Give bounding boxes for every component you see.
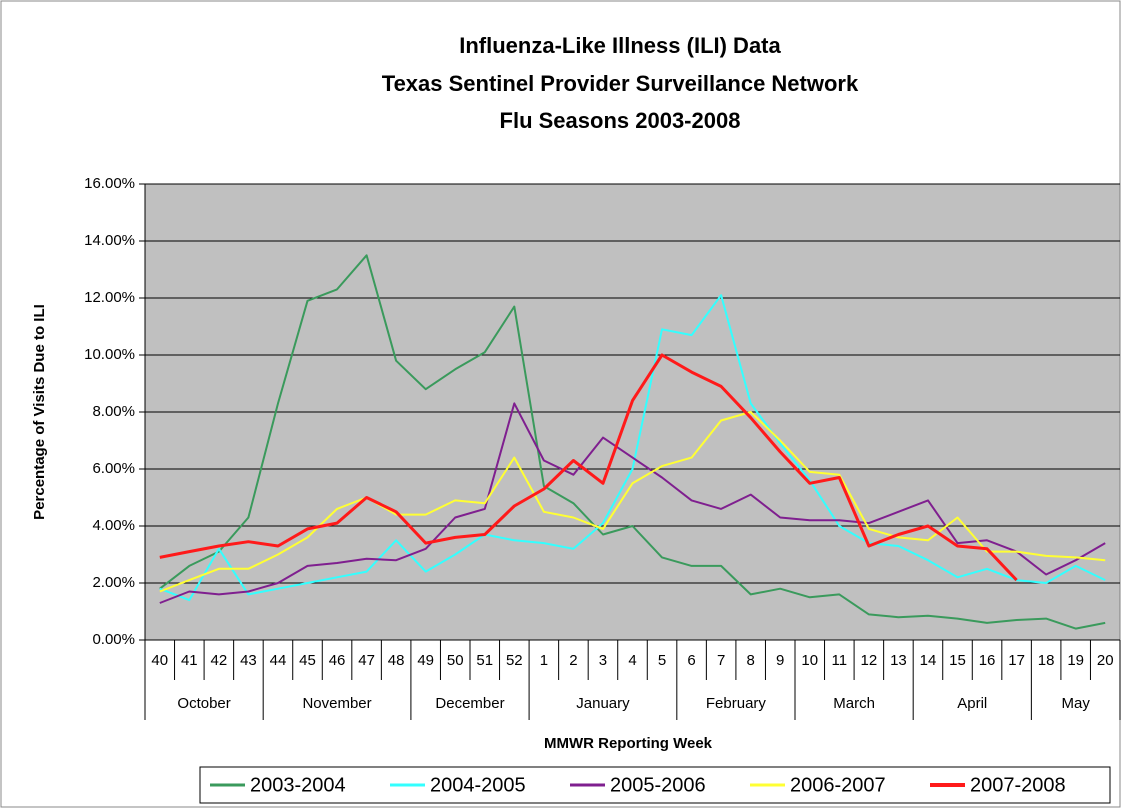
x-tick-label: 13 — [890, 652, 907, 669]
x-tick-label: 5 — [658, 652, 666, 669]
x-axis-title: MMWR Reporting Week — [544, 735, 713, 752]
y-tick-label: 4.00% — [92, 517, 135, 534]
y-tick-label: 10.00% — [84, 346, 135, 363]
series-line — [159, 254, 1106, 630]
y-tick-label: 8.00% — [92, 403, 135, 420]
x-tick-label: 11 — [832, 652, 848, 669]
group-label: May — [1062, 695, 1091, 712]
x-tick-label: 48 — [388, 652, 405, 669]
x-tick-label: 50 — [447, 652, 464, 669]
group-label: February — [706, 695, 767, 712]
x-tick-label: 15 — [949, 652, 966, 669]
x-tick-label: 44 — [270, 652, 287, 669]
x-tick-label: 47 — [358, 652, 375, 669]
x-tick-label: 6 — [687, 652, 695, 669]
y-tick-label: 0.00% — [92, 631, 135, 648]
legend-label: 2003-2004 — [250, 774, 346, 796]
x-tick-label: 42 — [211, 652, 228, 669]
x-tick-label: 20 — [1097, 652, 1114, 669]
series-line — [159, 402, 1106, 604]
x-tick-label: 12 — [861, 652, 878, 669]
x-tick-label: 19 — [1067, 652, 1084, 669]
group-label: April — [957, 695, 987, 712]
x-tick-label: 17 — [1008, 652, 1025, 669]
chart-subtitle: Flu Seasons 2003-2008 — [500, 108, 741, 133]
x-tick-label: 40 — [151, 652, 168, 669]
x-tick-label: 14 — [920, 652, 937, 669]
y-tick-label: 12.00% — [84, 289, 135, 306]
y-tick-label: 16.00% — [84, 175, 135, 192]
x-tick-label: 8 — [747, 652, 755, 669]
x-tick-label: 43 — [240, 652, 257, 669]
x-tick-label: 7 — [717, 652, 725, 669]
x-tick-label: 3 — [599, 652, 607, 669]
series-line — [159, 294, 1106, 602]
group-label: January — [576, 695, 630, 712]
y-tick-label: 6.00% — [92, 460, 135, 477]
group-label: March — [833, 695, 875, 712]
x-tick-label: 52 — [506, 652, 523, 669]
series-line — [159, 353, 1018, 582]
x-tick-label: 1 — [540, 652, 548, 669]
group-label: November — [302, 695, 371, 712]
chart-title: Influenza-Like Illness (ILI) Data — [459, 33, 781, 58]
x-tick-label: 49 — [417, 652, 434, 669]
x-tick-label: 18 — [1038, 652, 1055, 669]
legend-label: 2005-2006 — [610, 774, 706, 796]
x-tick-label: 51 — [476, 652, 493, 669]
x-tick-label: 45 — [299, 652, 316, 669]
legend-label: 2004-2005 — [430, 774, 526, 796]
group-label: December — [435, 695, 504, 712]
x-tick-label: 10 — [801, 652, 818, 669]
x-tick-label: 46 — [329, 652, 346, 669]
x-tick-label: 16 — [979, 652, 996, 669]
x-tick-label: 4 — [628, 652, 636, 669]
legend-label: 2006-2007 — [790, 774, 886, 796]
legend-label: 2007-2008 — [970, 774, 1066, 796]
y-axis-title: Percentage of Visits Due to ILI — [31, 304, 48, 520]
y-tick-label: 2.00% — [92, 574, 135, 591]
x-tick-label: 9 — [776, 652, 784, 669]
group-label: October — [177, 695, 230, 712]
x-tick-label: 41 — [181, 652, 198, 669]
y-tick-label: 14.00% — [84, 232, 135, 249]
x-tick-label: 2 — [569, 652, 577, 669]
chart-subtitle: Texas Sentinel Provider Surveillance Net… — [382, 71, 859, 96]
